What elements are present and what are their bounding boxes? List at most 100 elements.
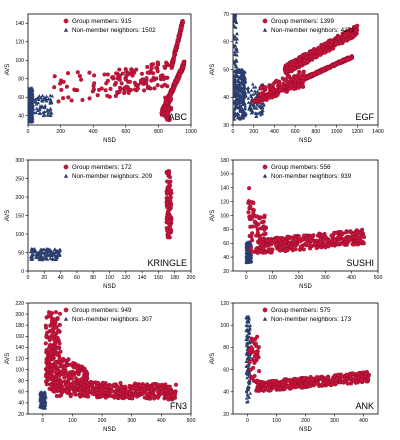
member-point xyxy=(168,202,173,207)
member-point xyxy=(127,395,132,400)
nonmember-point xyxy=(244,328,249,332)
member-point xyxy=(297,70,302,75)
nonmember-point xyxy=(235,49,239,53)
member-point xyxy=(103,88,108,93)
member-point xyxy=(128,87,134,93)
legend-member-marker xyxy=(262,18,268,24)
nonmember-point xyxy=(233,8,237,11)
nonmember-point xyxy=(246,90,251,94)
nonmember-point xyxy=(233,81,236,85)
y-tick-label: 140 xyxy=(220,186,229,192)
nonmember-point xyxy=(246,96,251,100)
member-point xyxy=(275,92,280,98)
legend-nonmember-label: Non-member neighbors: 307 xyxy=(72,316,153,323)
member-point xyxy=(271,88,276,93)
nonmember-point xyxy=(245,376,249,380)
nonmember-point xyxy=(248,240,253,244)
member-point xyxy=(170,62,175,67)
nonmember-point xyxy=(36,251,41,255)
nonmember-point xyxy=(29,111,34,115)
member-point xyxy=(280,236,285,241)
member-point xyxy=(139,71,145,76)
nonmember-point xyxy=(242,77,246,81)
nonmember-point xyxy=(241,98,246,102)
x-tick-label: 100 xyxy=(268,275,277,281)
member-point xyxy=(280,76,285,81)
nonmember-point xyxy=(234,40,239,44)
member-point xyxy=(293,66,298,71)
member-point xyxy=(133,383,138,388)
member-point xyxy=(351,232,356,237)
nonmember-point xyxy=(232,8,236,11)
member-point xyxy=(142,88,147,93)
x-axis-title: NSD xyxy=(299,427,312,433)
nonmember-point xyxy=(262,103,266,107)
member-point xyxy=(336,35,342,40)
member-point xyxy=(176,33,181,38)
member-point xyxy=(175,78,180,83)
member-point xyxy=(168,198,173,203)
nonmember-point xyxy=(247,380,251,384)
x-tick-label: 40 xyxy=(58,275,64,281)
member-point xyxy=(87,96,92,101)
nonmember-point xyxy=(49,113,53,117)
member-point xyxy=(270,379,275,384)
member-point xyxy=(247,360,252,365)
nonmember-point xyxy=(233,37,237,41)
x-tick-label: 0 xyxy=(246,418,249,424)
member-point xyxy=(79,77,84,82)
nonmember-point xyxy=(233,94,237,98)
member-point xyxy=(333,41,338,46)
nonmember-point xyxy=(43,390,48,394)
member-point xyxy=(88,388,93,394)
member-point xyxy=(123,67,128,72)
nonmember-point xyxy=(254,114,259,118)
member-point xyxy=(162,82,167,87)
nonmember-point xyxy=(30,97,34,101)
nonmember-point xyxy=(251,92,255,96)
member-point xyxy=(283,248,288,253)
nonmember-point xyxy=(234,25,238,29)
member-point xyxy=(95,395,100,400)
nonmember-point xyxy=(241,115,245,119)
member-point xyxy=(112,392,117,398)
nonmember-point xyxy=(255,94,259,98)
member-point xyxy=(283,239,288,244)
nonmember-point xyxy=(233,68,237,72)
member-point xyxy=(268,90,273,95)
member-point xyxy=(319,245,324,250)
member-point xyxy=(96,87,102,92)
nonmember-point xyxy=(246,364,250,368)
nonmember-point xyxy=(244,242,249,246)
nonmember-point xyxy=(40,254,44,258)
member-point xyxy=(308,54,313,59)
member-point xyxy=(276,236,281,242)
panel-label: ANK xyxy=(355,401,374,411)
y-tick-label: 100 xyxy=(15,367,24,373)
member-point xyxy=(334,230,339,235)
member-point xyxy=(105,72,110,77)
nonmember-point xyxy=(260,111,265,116)
nonmember-point xyxy=(234,9,238,12)
nonmember-point xyxy=(238,117,243,121)
member-point xyxy=(80,97,85,103)
nonmember-point xyxy=(238,101,242,105)
member-point xyxy=(284,62,290,67)
y-tick-label: 60 xyxy=(18,390,24,396)
x-tick-label: 140 xyxy=(138,275,147,281)
x-tick-label: 0 xyxy=(245,275,248,281)
nonmember-point xyxy=(239,67,244,71)
x-tick-label: 300 xyxy=(127,418,136,424)
member-point xyxy=(297,61,302,66)
member-point xyxy=(151,71,156,76)
x-tick-label: 800 xyxy=(312,129,321,135)
member-point xyxy=(69,383,74,388)
nonmember-point xyxy=(54,249,58,254)
member-point xyxy=(133,82,138,88)
x-tick-label: 400 xyxy=(89,129,98,135)
member-point xyxy=(271,94,276,99)
nonmember-point xyxy=(253,89,257,93)
nonmember-point xyxy=(51,250,55,254)
nonmember-point xyxy=(249,93,253,97)
